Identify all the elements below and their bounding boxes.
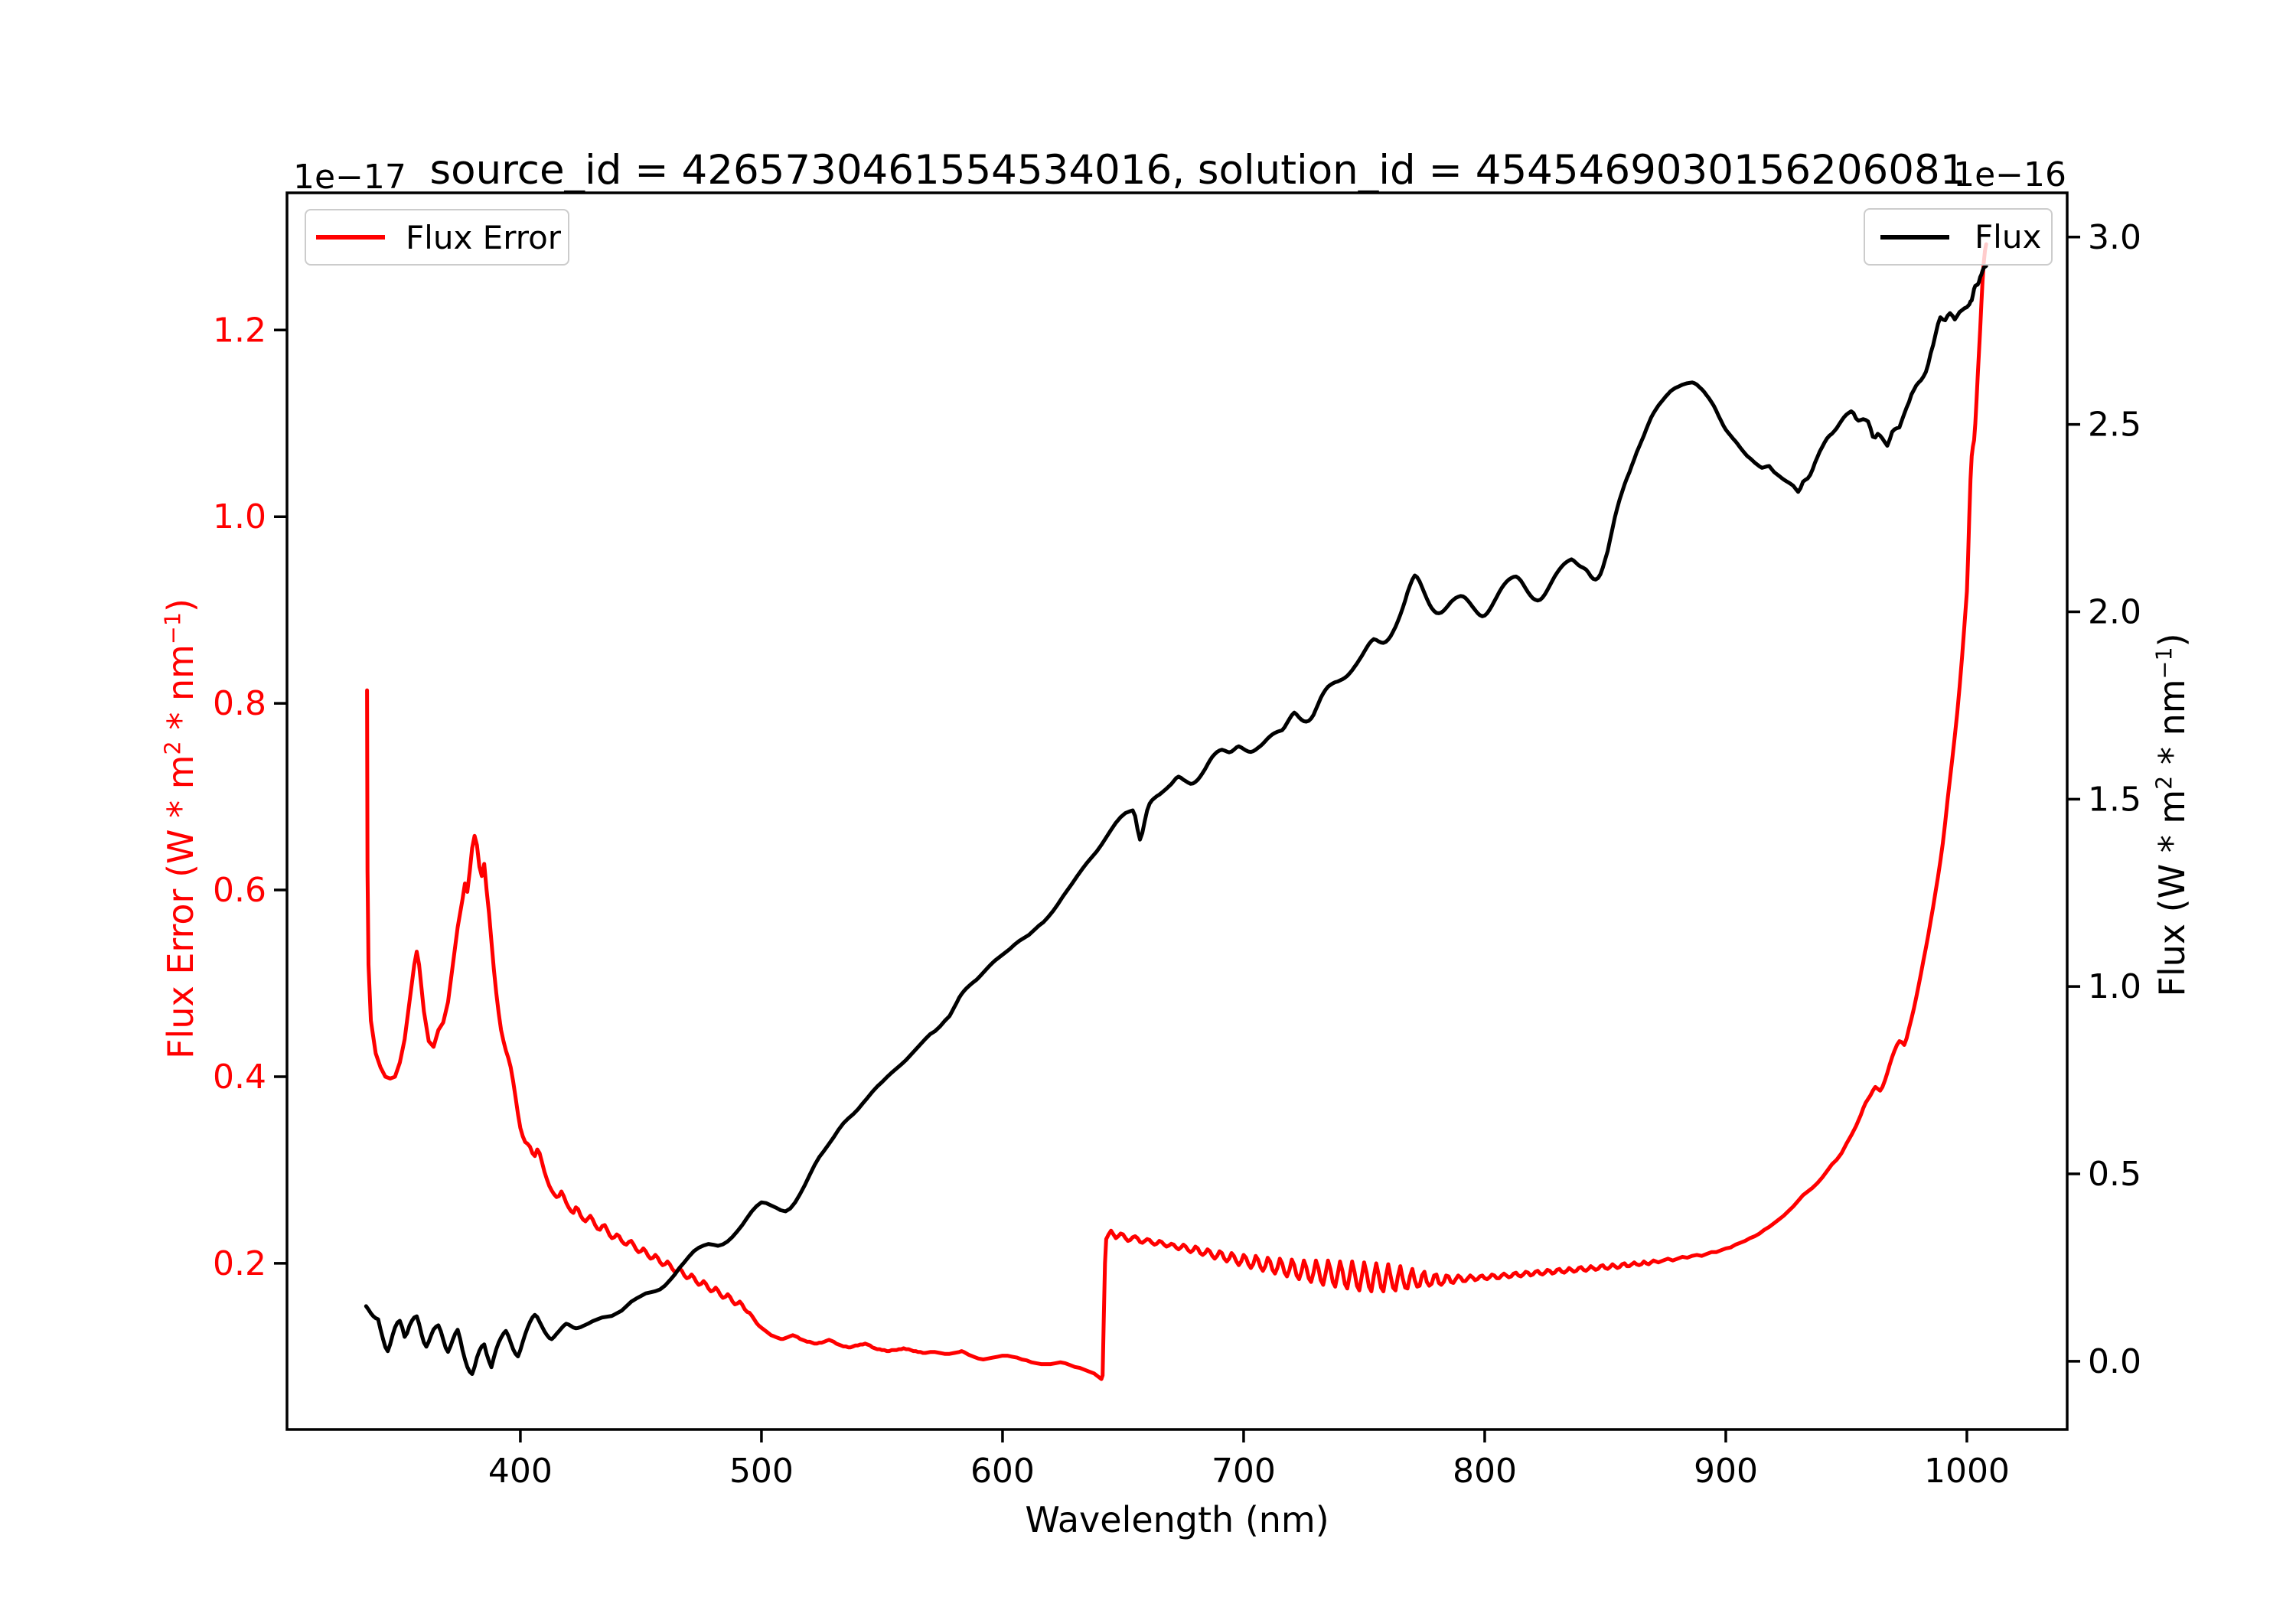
x-tick-label: 700 — [1212, 1452, 1276, 1491]
right-axis-offset-text: 1e−16 — [1953, 155, 2066, 194]
right-y-axis-label: Flux (W * m2 * nm−1) — [2151, 633, 2193, 996]
flux-error-curve — [365, 242, 1988, 1381]
right-y-tick-label: 2.5 — [2088, 406, 2141, 445]
axis-ticks: 400 500 600 700 800 900 1000 1.2 1.0 0.8 0.6 0.4 0.2… — [213, 218, 2141, 1491]
left-axis-offset-text: 1e−17 — [293, 158, 406, 197]
flux-legend-label: Flux — [1975, 218, 2042, 256]
left-y-tick-label: 0.2 — [213, 1244, 266, 1283]
left-y-tick-label: 0.4 — [213, 1058, 266, 1097]
right-y-label-sup-minus1: −1 — [2151, 647, 2177, 680]
right-y-tick-label: 2.0 — [2088, 592, 2141, 631]
right-y-label-post: ) — [2151, 633, 2193, 647]
chart-title: source_id = 4265730461554534016, solutio… — [430, 147, 1966, 194]
x-tick-label: 400 — [488, 1452, 553, 1491]
right-y-label-sup-2: 2 — [2151, 775, 2177, 790]
left-y-tick-label: 1.2 — [213, 311, 266, 350]
x-tick-label: 900 — [1694, 1452, 1758, 1491]
right-y-tick-label: 0.5 — [2088, 1155, 2141, 1194]
flux-curve — [364, 264, 1988, 1376]
flux-error-legend-line — [316, 235, 385, 240]
left-y-tick-label: 0.6 — [213, 871, 266, 910]
legend-flux-error: Flux Error — [305, 209, 569, 266]
right-y-tick-label: 1.5 — [2088, 780, 2141, 819]
right-y-label-text: Flux (W * m — [2151, 789, 2193, 997]
left-y-label-post: ) — [160, 598, 201, 613]
left-y-label-text: Flux Error (W * m — [160, 755, 201, 1059]
left-y-label-sup-2: 2 — [160, 741, 186, 755]
left-y-axis-label: Flux Error (W * m2 * nm−1) — [160, 598, 201, 1059]
flux-legend-line — [1880, 234, 1949, 240]
x-tick-label: 600 — [970, 1452, 1035, 1491]
left-y-label-sup-minus1: −1 — [160, 612, 186, 645]
left-y-tick-label: 0.8 — [213, 684, 266, 723]
legend-flux: Flux — [1864, 208, 2053, 266]
right-y-tick-label: 1.0 — [2088, 967, 2141, 1006]
x-axis-label: Wavelength (nm) — [1025, 1499, 1329, 1540]
right-y-tick-label: 3.0 — [2088, 218, 2141, 257]
flux-error-legend-label: Flux Error — [406, 218, 562, 256]
x-tick-label: 500 — [729, 1452, 794, 1491]
right-y-tick-label: 0.0 — [2088, 1342, 2141, 1381]
plot-box — [285, 191, 2069, 1431]
right-y-label-mid: * nm — [2151, 679, 2193, 776]
plot-curves — [364, 242, 1988, 1381]
left-y-label-mid: * nm — [160, 644, 201, 742]
x-tick-label: 800 — [1453, 1452, 1517, 1491]
left-y-tick-label: 1.0 — [213, 497, 266, 536]
x-tick-label: 1000 — [1924, 1452, 2010, 1491]
